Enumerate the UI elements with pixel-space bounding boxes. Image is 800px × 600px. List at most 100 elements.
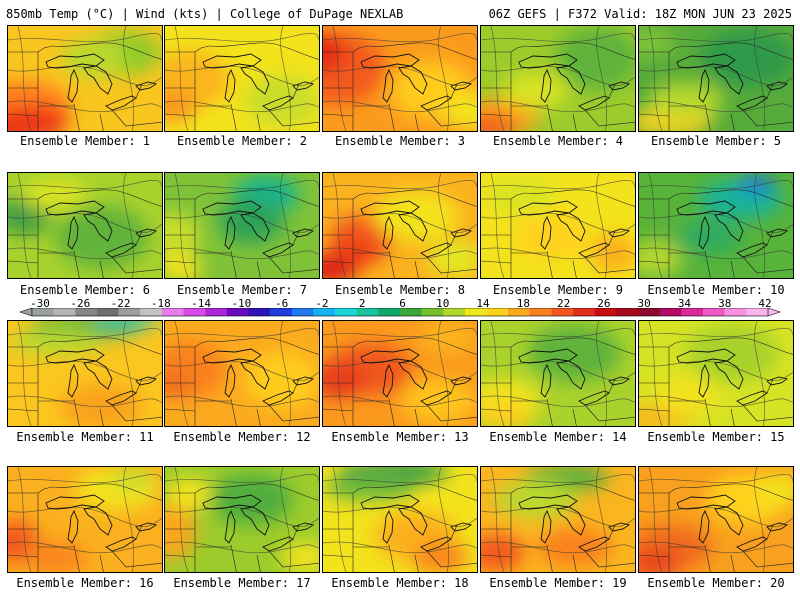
lake-outline — [556, 360, 586, 390]
lake-outline — [398, 212, 428, 242]
colorbar-segment — [443, 308, 466, 316]
temperature-region — [244, 75, 319, 127]
political-border — [450, 378, 458, 394]
height-contour — [8, 100, 162, 113]
political-border — [111, 550, 162, 568]
lake-outline — [67, 68, 79, 103]
lake-outline — [382, 509, 394, 544]
panel-label: Ensemble Member: 17 — [173, 576, 311, 590]
height-contour — [174, 321, 189, 426]
height-contour — [323, 541, 477, 554]
height-contour — [596, 321, 607, 426]
political-border — [292, 230, 300, 246]
lake-outline — [382, 363, 394, 398]
temperature-map — [481, 321, 635, 426]
lake-outline — [382, 68, 394, 103]
political-border — [99, 554, 104, 572]
height-contour — [438, 321, 449, 426]
lake-outline — [262, 242, 294, 258]
political-border — [99, 260, 104, 278]
height-contour — [17, 321, 32, 426]
colorbar-tick-label: -10 — [231, 297, 252, 310]
height-contour — [165, 247, 319, 260]
temperature-region — [59, 384, 144, 426]
political-border — [208, 42, 319, 60]
temperature-region — [756, 472, 793, 505]
political-border — [639, 554, 670, 558]
political-border — [256, 260, 261, 278]
colorbar-strip — [19, 308, 781, 317]
political-border — [165, 113, 196, 117]
political-border — [135, 83, 143, 99]
political-border — [766, 83, 774, 99]
map-panel-member-17 — [164, 466, 320, 573]
political-border — [546, 103, 553, 131]
lake-outline — [262, 536, 294, 552]
lake-outline — [714, 65, 744, 95]
height-contour — [165, 100, 319, 113]
lake-outline — [578, 390, 610, 406]
political-border — [481, 113, 512, 117]
map-panel-member-6 — [7, 172, 163, 279]
colorbar-segment — [616, 308, 639, 316]
height-contour — [481, 66, 635, 86]
lake-outline — [578, 242, 610, 258]
political-border — [230, 250, 237, 278]
political-border — [99, 113, 104, 131]
lake-outline — [736, 242, 768, 258]
temperature-region — [555, 26, 635, 91]
colorbar-tick-label: 6 — [399, 297, 406, 310]
height-contour — [123, 321, 134, 426]
political-border — [323, 340, 368, 348]
political-border — [682, 483, 793, 501]
map-panel-member-19 — [480, 466, 636, 573]
height-contour — [332, 173, 347, 278]
lake-outline — [240, 360, 270, 390]
height-contour — [323, 395, 477, 408]
height-contour — [596, 26, 607, 131]
height-contour — [323, 213, 477, 233]
temperature-region — [537, 527, 613, 567]
colorbar-segment — [205, 308, 228, 316]
height-contour — [123, 26, 134, 131]
political-border — [584, 109, 635, 127]
lake-outline — [224, 215, 236, 250]
political-border — [388, 103, 395, 131]
lake-outline — [540, 68, 552, 103]
political-border — [704, 398, 711, 426]
lake-outline — [766, 522, 789, 532]
height-contour — [639, 507, 793, 527]
political-border — [8, 45, 53, 53]
temperature-region — [502, 70, 569, 110]
panel-label: Ensemble Member: 7 — [176, 283, 308, 297]
political-border — [730, 260, 735, 278]
political-border — [208, 337, 319, 355]
lake-outline — [556, 65, 586, 95]
map-panel-member-14 — [480, 320, 636, 427]
height-contour — [323, 361, 477, 381]
height-contour — [165, 507, 319, 527]
temperature-map — [323, 173, 477, 278]
political-border — [135, 378, 143, 394]
height-contour — [280, 321, 291, 426]
political-border — [481, 45, 526, 53]
political-border — [366, 189, 477, 207]
political-border — [481, 192, 526, 200]
political-border — [135, 524, 143, 540]
temperature-map — [639, 26, 793, 131]
political-border — [414, 260, 419, 278]
political-border — [165, 486, 210, 494]
height-contour — [438, 467, 449, 572]
political-border — [481, 408, 512, 412]
map-panel-member-3 — [322, 25, 478, 132]
lake-outline — [240, 212, 270, 242]
map-panel-member-2 — [164, 25, 320, 132]
lake-outline — [420, 390, 452, 406]
height-contour — [481, 100, 635, 113]
political-border — [608, 230, 616, 246]
lake-outline — [766, 376, 789, 386]
panel-label: Ensemble Member: 11 — [16, 430, 154, 444]
political-border — [268, 404, 319, 422]
colorbar-segment — [594, 308, 617, 316]
height-contour — [323, 507, 477, 527]
